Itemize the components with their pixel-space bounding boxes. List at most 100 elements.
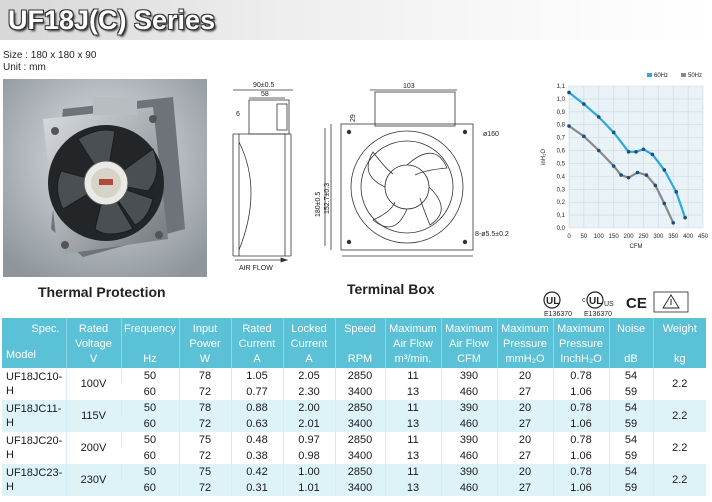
mm-cell: 20 [496, 400, 553, 416]
table-row: UF18JC20-H 200V 50 75 0.48 0.97 2850 11 390 20 0.7… [2, 432, 706, 464]
current-cell: 0.48 [230, 432, 283, 448]
freq-cell: 50 [120, 400, 179, 416]
weight-cell: 2.2 [652, 400, 706, 432]
locked-cell: 1.01 [282, 480, 335, 496]
noise-cell: 54 [608, 400, 653, 416]
power-cell: 78 [178, 400, 231, 416]
inch-cell: 0.78 [552, 400, 609, 416]
dim-diameter: ø160 [483, 131, 499, 138]
cul-number: E136370 [584, 311, 612, 318]
weight-cell: 2.2 [652, 368, 706, 400]
data-point [635, 170, 640, 175]
data-point [611, 164, 616, 168]
x-tick-label: 400 [683, 234, 694, 240]
power-cell: 75 [178, 464, 231, 480]
header-speed: Speed RPM [334, 318, 385, 368]
table-row: 60 72 0.77 2.30 3400 13 460 27 1.06 59 [2, 384, 706, 400]
inch-cell: 1.06 [552, 480, 609, 496]
model-cell: UF18JC10-H [2, 368, 66, 400]
inch-cell: 0.78 [552, 368, 609, 384]
y-tick-label: 0,1 [557, 213, 566, 219]
freq-cell: 60 [121, 448, 179, 464]
y-tick-label: 1,0 [557, 97, 566, 103]
dimension-drawing: 90±0.5 58 6 AIR FLOW 103 29 ø160 180±0.5… [232, 82, 509, 272]
speed-cell: 3400 [334, 448, 385, 464]
y-tick-label: 1,1 [557, 84, 566, 90]
power-cell: 72 [178, 448, 231, 464]
table-header-row: Spec. Model Rated Voltage V Frequency Hz In… [2, 318, 706, 368]
page-title: UF18J(C) Series [8, 5, 216, 35]
freq-cell: 50 [120, 368, 179, 384]
data-point [626, 150, 631, 154]
cfm-cell: 460 [440, 448, 497, 464]
power-cell: 72 [178, 480, 231, 496]
noise-cell: 59 [608, 480, 653, 496]
current-cell: 0.38 [230, 448, 283, 464]
ul-mark-icon: UL [543, 291, 561, 309]
data-point [650, 152, 655, 157]
legend-label: 50Hz [688, 73, 702, 79]
data-point [644, 173, 649, 177]
speed-cell: 2850 [334, 368, 385, 384]
ce-mark: CE [626, 295, 647, 312]
speed-cell: 3400 [334, 416, 385, 432]
speed-cell: 2850 [334, 400, 385, 416]
data-point [596, 148, 601, 153]
inch-cell: 1.06 [552, 416, 609, 432]
freq-cell: 60 [121, 416, 179, 432]
m3-cell: 11 [384, 432, 441, 448]
locked-cell: 2.05 [282, 368, 335, 384]
svg-text:UL: UL [589, 296, 602, 307]
locked-cell: 1.00 [282, 464, 335, 480]
tuv-mark-icon [653, 291, 689, 313]
power-cell: 75 [178, 432, 231, 448]
locked-cell: 2.00 [282, 400, 335, 416]
voltage-cell: 200V [65, 432, 121, 464]
y-tick-label: 0,9 [557, 110, 566, 116]
dim-holes: 8-ø5.5±0.2 [475, 231, 509, 238]
current-cell: 0.42 [230, 464, 283, 480]
voltage-cell: 230V [65, 464, 121, 496]
noise-cell: 59 [608, 448, 653, 464]
mm-cell: 20 [496, 368, 553, 384]
header-noise: Noise dB [608, 318, 653, 368]
svg-text:c: c [582, 297, 586, 304]
x-tick-label: 50 [581, 234, 588, 240]
cfm-cell: 390 [440, 368, 497, 384]
data-point [626, 175, 631, 180]
size-label: Size : 180 x 180 x 90 [3, 50, 97, 61]
mm-cell: 20 [496, 432, 553, 448]
x-tick-label: 250 [638, 234, 649, 240]
mm-cell: 27 [496, 416, 553, 432]
data-point [683, 215, 687, 220]
header-airflow-m3: Maximum Air Flow m³/min. [384, 318, 441, 368]
dim-6: 6 [236, 111, 240, 118]
x-tick-label: 150 [609, 234, 620, 240]
model-cell: UF18JC11-H [2, 400, 66, 432]
speed-cell: 3400 [334, 384, 385, 400]
table-row: UF18JC10-H 100V 50 78 1.05 2.05 2850 11 390 20 0.7… [2, 368, 706, 400]
dim-103: 103 [403, 83, 415, 90]
dim-29: 29 [350, 114, 357, 122]
unit-label: Unit : mm [3, 62, 46, 73]
weight-cell: 2.2 [652, 432, 706, 464]
power-cell: 72 [178, 384, 231, 400]
m3-cell: 11 [384, 368, 441, 384]
data-point [653, 183, 658, 188]
header-weight: Weight kg [652, 318, 706, 368]
data-point [634, 150, 638, 154]
x-axis-label: CFM [630, 244, 643, 250]
current-cell: 0.63 [230, 416, 283, 432]
cfm-cell: 390 [440, 464, 497, 480]
data-point [619, 173, 623, 177]
dim-58: 58 [261, 91, 269, 98]
mm-cell: 27 [496, 384, 553, 400]
data-point [567, 90, 571, 95]
y-axis-label: inH₂O [541, 149, 547, 165]
voltage-cell: 100V [65, 368, 121, 400]
data-point [611, 130, 616, 135]
mm-cell: 20 [496, 464, 553, 480]
inch-cell: 1.06 [552, 448, 609, 464]
m3-cell: 11 [384, 464, 441, 480]
dim-hole-spacing: 152.7±0.3 [324, 183, 331, 214]
